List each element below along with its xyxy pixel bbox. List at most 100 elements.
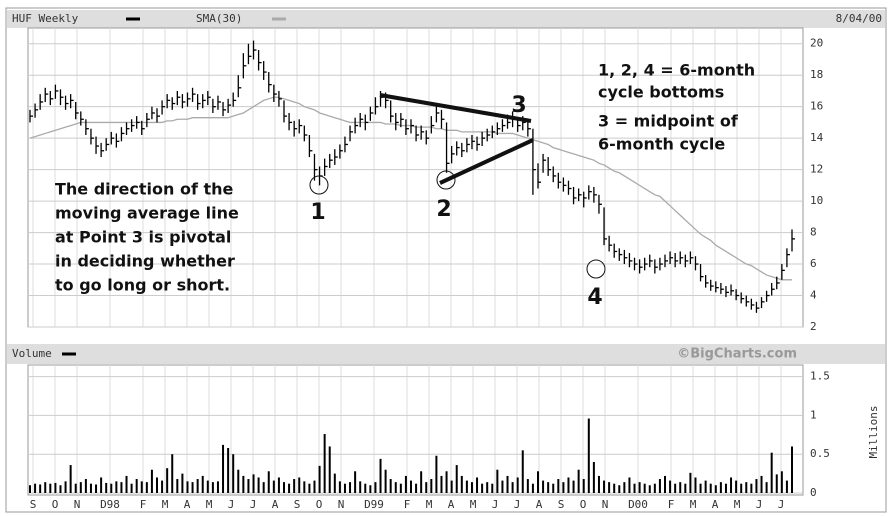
volume-bar	[740, 483, 743, 493]
volume-bar	[785, 480, 788, 493]
x-tick-label: A	[536, 498, 543, 511]
volume-bar	[110, 483, 113, 493]
y-tick-label: 4	[810, 289, 817, 302]
volume-bar	[765, 482, 768, 493]
volume-bar	[501, 480, 504, 493]
volume-bar	[237, 469, 240, 493]
volume-bar	[699, 483, 702, 493]
volume-bar	[450, 480, 453, 493]
volume-bar	[69, 465, 72, 493]
volume-bar	[54, 482, 57, 493]
volume-bar	[775, 474, 778, 493]
volume-bar	[328, 446, 331, 493]
cycle-circle	[436, 170, 456, 190]
volume-bar	[156, 477, 158, 493]
volume-bar	[557, 479, 560, 493]
y-tick-label: 10	[810, 194, 823, 207]
volume-bar	[349, 482, 352, 493]
cycle-circle	[586, 259, 606, 279]
volume-bar	[460, 475, 463, 493]
volume-bar	[206, 480, 209, 493]
volume-bar	[374, 482, 377, 493]
volume-bar	[587, 418, 590, 493]
trend-line	[379, 93, 532, 123]
x-tick-label: F	[668, 498, 675, 511]
volume-bar	[719, 482, 722, 493]
volume-bar	[288, 483, 291, 493]
source: ©BigCharts.com	[677, 347, 797, 362]
volume-bar	[780, 471, 783, 493]
annotation: The direction of the	[55, 180, 234, 199]
volume-bar	[394, 482, 397, 493]
volume-bar	[354, 471, 357, 493]
volume-bar	[481, 483, 484, 493]
x-tick-label: J	[250, 498, 257, 511]
x-tick-label: O	[316, 498, 323, 511]
point-label: 4	[587, 285, 602, 310]
volume-bar	[643, 483, 646, 493]
volume-bar	[145, 482, 148, 493]
volume-bar	[476, 477, 479, 493]
volume-bar	[603, 480, 606, 493]
volume-bar	[135, 479, 138, 493]
y-tick-label: 6	[810, 257, 817, 270]
x-tick-label: M	[690, 498, 697, 511]
volume-bar	[415, 483, 418, 493]
volume-header	[7, 344, 885, 364]
x-tick-label: S	[558, 498, 565, 511]
volume-bar	[105, 482, 108, 493]
volume-bar	[735, 480, 738, 493]
annotation: cycle bottoms	[598, 83, 724, 102]
x-tick-label: M	[162, 498, 169, 511]
volume-bar	[262, 482, 265, 493]
price-header	[7, 10, 885, 28]
volume-bar	[770, 452, 773, 493]
volume-bar	[582, 479, 585, 493]
point-label: 3	[511, 93, 526, 118]
volume-bar	[338, 481, 341, 493]
y-axis-label: Millions	[867, 406, 880, 459]
volume-bar	[343, 483, 346, 493]
volume-bar	[618, 485, 621, 493]
volume-bar	[689, 472, 692, 493]
x-tick-label: A	[184, 498, 191, 511]
volume-bar	[161, 480, 164, 493]
volume-bar	[359, 481, 362, 493]
volume-bar	[511, 482, 514, 493]
volume-bar	[430, 479, 433, 493]
volume-bar	[470, 482, 473, 493]
y-tick-label: 16	[810, 100, 823, 113]
x-tick-label: A	[448, 498, 455, 511]
volume-bar	[323, 434, 326, 493]
trend-line	[439, 138, 534, 185]
cycle-circle	[309, 175, 329, 195]
volume-bar	[750, 483, 753, 493]
x-tick-label: D99	[364, 498, 384, 511]
volume-bar	[531, 483, 534, 493]
x-tick-label: M	[470, 498, 477, 511]
volume-bar	[714, 485, 717, 493]
volume-bar	[572, 480, 575, 493]
volume-bar	[283, 482, 285, 493]
volume-bar	[130, 483, 133, 493]
volume-bar	[222, 444, 225, 493]
volume-bar	[84, 479, 87, 493]
volume-bar	[120, 482, 123, 493]
volume-bar	[674, 483, 677, 493]
x-tick-label: S	[294, 498, 301, 511]
x-tick-label: F	[404, 498, 411, 511]
volume-bar	[298, 477, 301, 493]
x-tick-label: N	[602, 498, 609, 511]
x-tick-label: J	[514, 498, 521, 511]
volume-bar	[491, 483, 494, 493]
volume-bar	[150, 469, 153, 493]
volume-bar	[724, 483, 727, 493]
volume-bar	[425, 482, 428, 493]
volume-bar	[562, 482, 565, 493]
volume-bar	[664, 475, 666, 493]
volume-bar	[79, 482, 82, 493]
volume-bar	[684, 483, 687, 493]
volume-bar	[49, 483, 52, 493]
volume-bar	[653, 483, 656, 493]
volume-bar	[420, 471, 423, 493]
